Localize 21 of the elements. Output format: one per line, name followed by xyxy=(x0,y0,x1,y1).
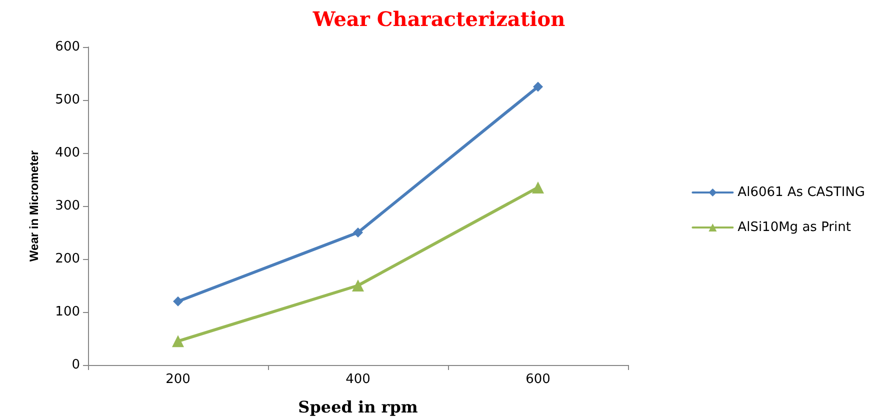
point xyxy=(533,82,543,92)
legend-label: Al6061 As CASTING xyxy=(738,185,866,200)
x-tick-label: 600 xyxy=(526,372,550,387)
x-tick-label: 400 xyxy=(346,372,370,387)
x-axis-title: Speed in rpm xyxy=(298,398,418,416)
y-tick-label: 600 xyxy=(55,40,80,54)
y-tick-label: 300 xyxy=(55,198,80,214)
point xyxy=(353,228,363,238)
point xyxy=(173,296,183,306)
y-tick-label: 200 xyxy=(55,252,80,266)
legend-label: AlSi10Mg as Print xyxy=(738,220,851,235)
y-tick-label: 500 xyxy=(55,92,80,108)
y-axis-title: Wear in Micrometer xyxy=(27,150,41,262)
point xyxy=(172,335,184,348)
chart-title: Wear Characterization xyxy=(312,7,566,31)
y-tick-label: 0 xyxy=(72,358,80,372)
y-tick-label: 100 xyxy=(55,304,80,320)
x-tick-label: 200 xyxy=(166,372,190,387)
y-tick-label: 400 xyxy=(55,146,80,160)
point xyxy=(532,181,544,194)
point xyxy=(352,280,364,292)
